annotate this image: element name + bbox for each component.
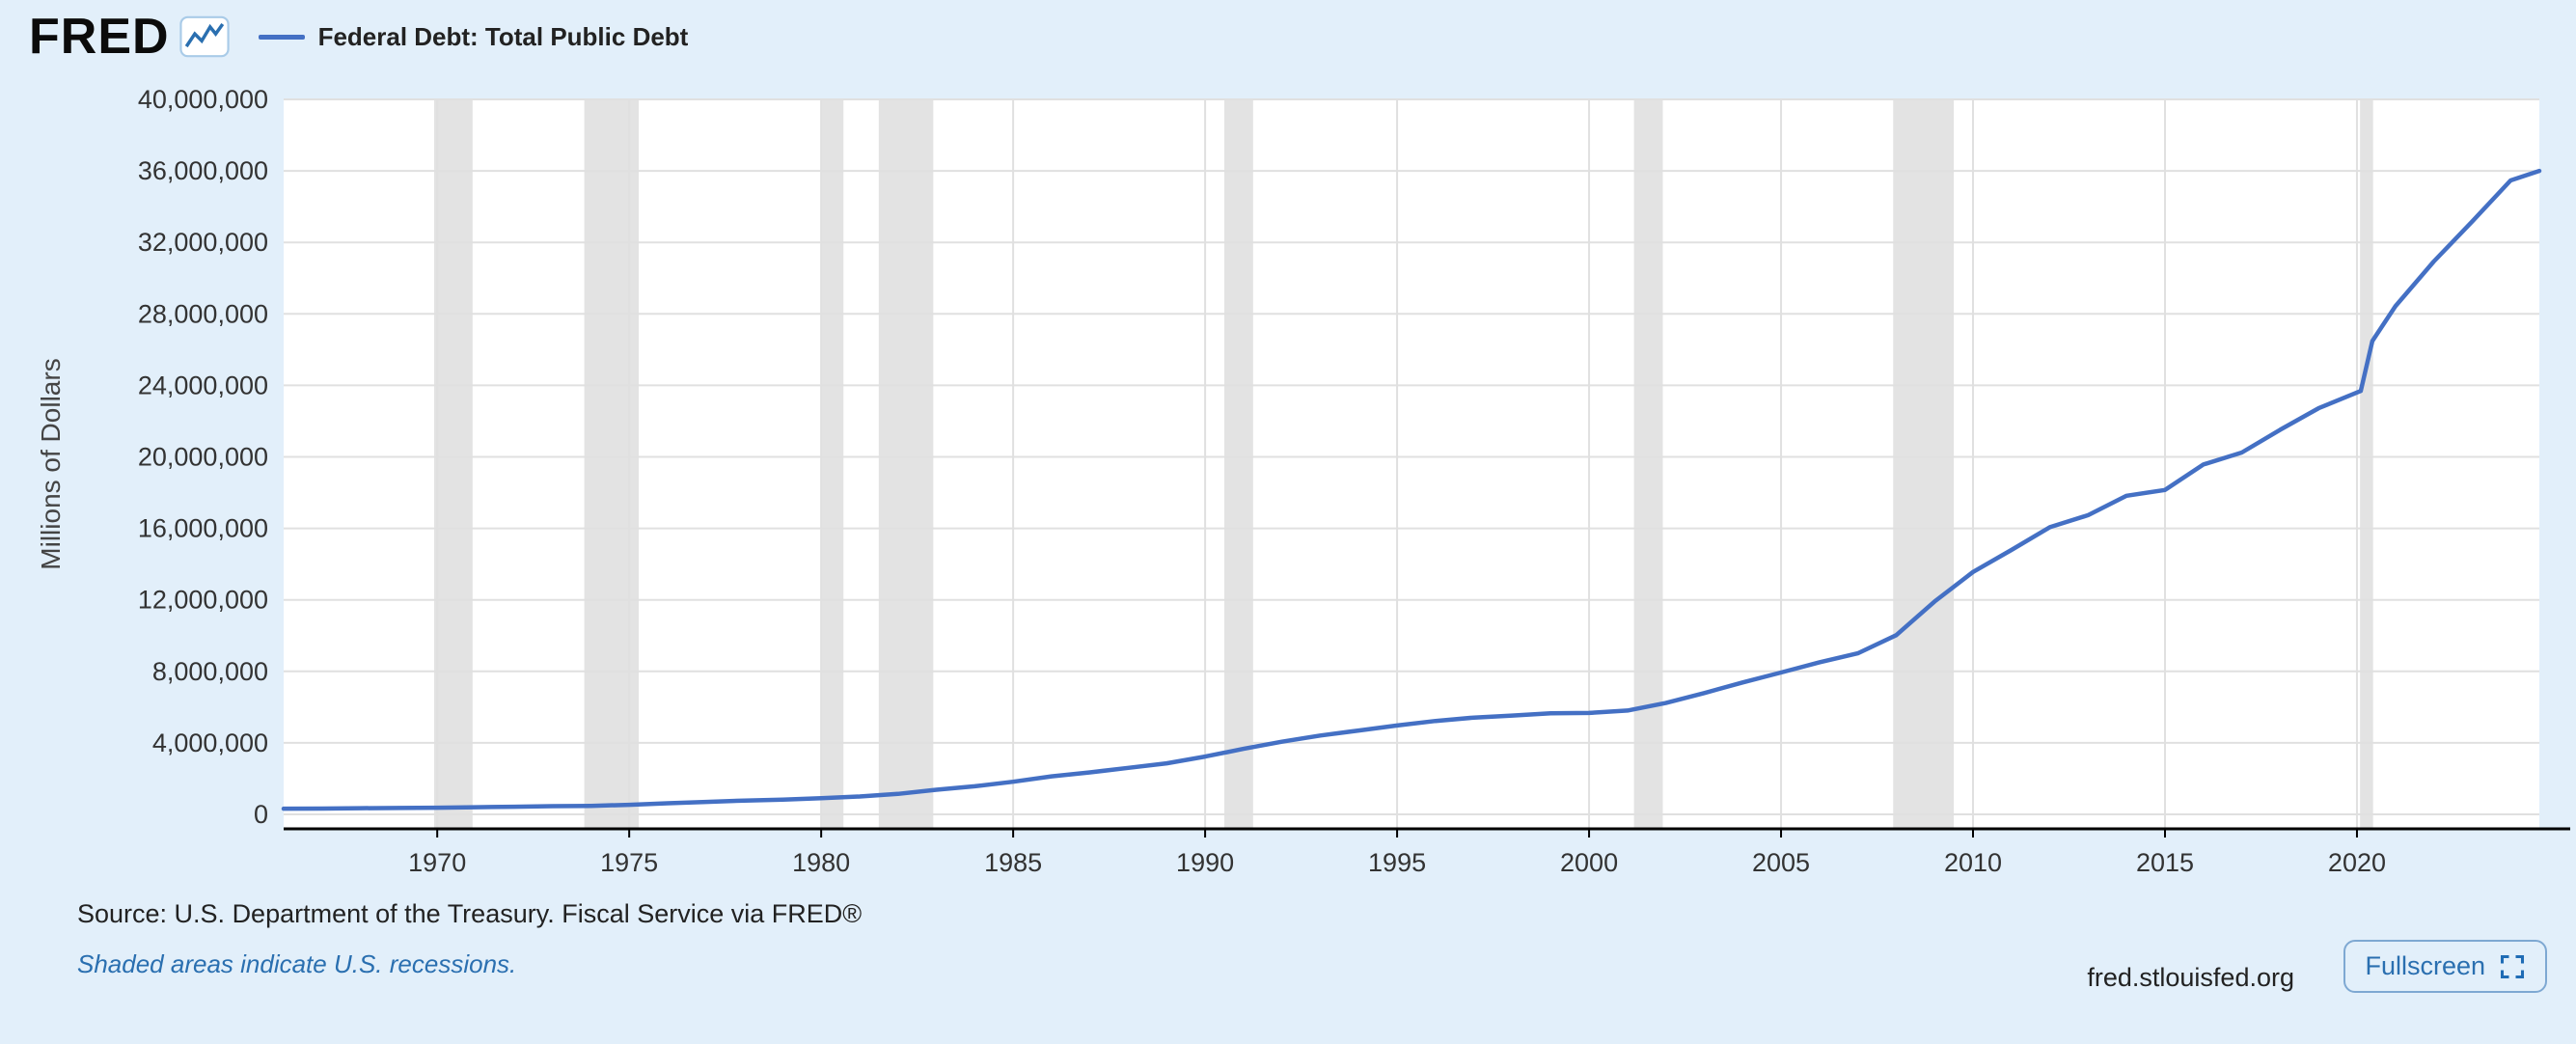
y-tick-label: 24,000,000 <box>138 371 268 399</box>
x-tick-label: 1985 <box>984 848 1042 877</box>
legend-label: Federal Debt: Total Public Debt <box>317 21 689 51</box>
recession-band <box>584 99 640 829</box>
chart-header: FRED Federal Debt: Total Public Debt <box>29 12 688 62</box>
recession-band <box>1893 99 1955 829</box>
fullscreen-button-label: Fullscreen <box>2365 951 2485 980</box>
fred-logo-text: FRED <box>29 9 170 65</box>
x-tick-label: 1990 <box>1176 848 1234 877</box>
x-tick-label: 1980 <box>792 848 850 877</box>
recession-band <box>1633 99 1663 829</box>
x-tick-label: 1970 <box>408 848 466 877</box>
recession-band <box>1223 99 1253 829</box>
fullscreen-button[interactable]: Fullscreen <box>2343 940 2547 993</box>
legend-line-swatch <box>258 34 305 40</box>
recession-band <box>433 99 473 829</box>
y-tick-label: 12,000,000 <box>138 586 268 615</box>
x-tick-label: 1995 <box>1368 848 1426 877</box>
fullscreen-icon <box>2500 954 2525 978</box>
x-tick-label: 1975 <box>600 848 658 877</box>
recessions-note-link[interactable]: Shaded areas indicate U.S. recessions. <box>77 949 517 978</box>
recession-band <box>821 99 844 829</box>
y-axis-title: Millions of Dollars <box>36 358 66 569</box>
recession-band <box>2360 99 2373 829</box>
fred-site-link[interactable]: fred.stlouisfed.org <box>2087 963 2294 992</box>
recession-band <box>878 99 934 829</box>
y-tick-label: 40,000,000 <box>138 85 268 114</box>
x-tick-label: 2020 <box>2328 848 2386 877</box>
y-tick-label: 0 <box>254 800 268 829</box>
x-tick-label: 2000 <box>1560 848 1618 877</box>
source-text: Source: U.S. Department of the Treasury.… <box>77 899 863 928</box>
y-tick-label: 8,000,000 <box>152 657 268 686</box>
x-tick-label: 2010 <box>1944 848 2002 877</box>
y-tick-label: 16,000,000 <box>138 514 268 543</box>
chart-legend: Federal Debt: Total Public Debt <box>258 21 689 52</box>
y-tick-label: 4,000,000 <box>152 728 268 757</box>
fred-logo[interactable]: FRED <box>29 12 230 62</box>
y-tick-label: 36,000,000 <box>138 156 268 185</box>
y-tick-label: 20,000,000 <box>138 443 268 472</box>
y-tick-label: 28,000,000 <box>138 299 268 328</box>
x-tick-label: 2005 <box>1752 848 1810 877</box>
y-tick-label: 32,000,000 <box>138 228 268 257</box>
fred-sparkline-icon <box>178 15 230 58</box>
x-tick-label: 2015 <box>2136 848 2194 877</box>
plot-background <box>284 99 2539 829</box>
series-line[interactable] <box>281 168 2542 811</box>
